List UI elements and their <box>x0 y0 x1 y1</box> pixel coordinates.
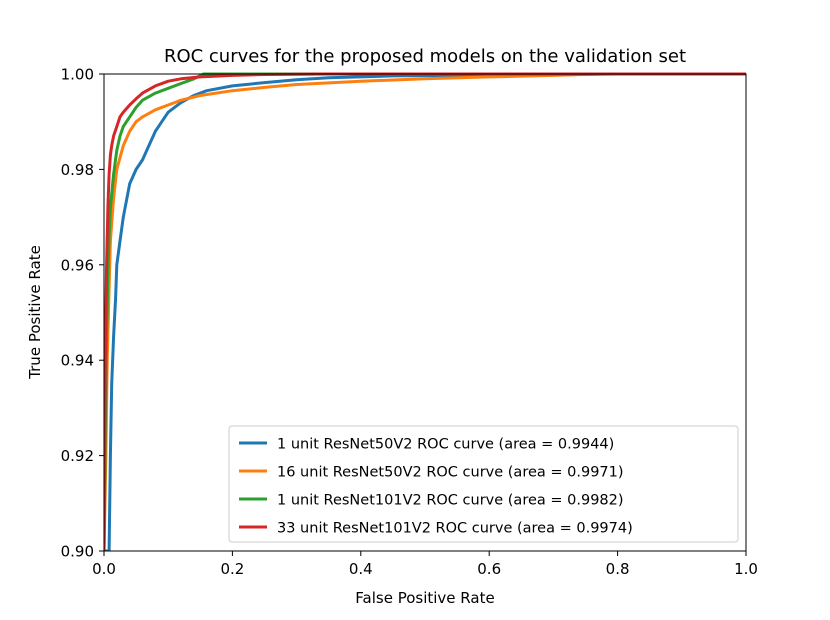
legend-box <box>228 425 739 543</box>
y-axis: 0.90 0.92 0.94 0.96 0.98 1.00 <box>61 66 104 561</box>
plot-lines <box>104 72 746 551</box>
legend-label-3: 1 unit ResNet101V2 ROC curve (area = 0.9… <box>277 493 624 509</box>
x-axis: 0.0 0.2 0.4 0.6 0.8 1.0 <box>92 551 758 578</box>
x-tick-label: 1.0 <box>734 560 758 578</box>
y-axis-label: True Positive Rate <box>26 245 44 380</box>
legend-label-4: 33 unit ResNet101V2 ROC curve (area = 0.… <box>277 521 633 537</box>
x-tick-label: 0.2 <box>220 560 244 578</box>
y-tick-label: 0.94 <box>61 352 94 370</box>
roc-curve-series-1 <box>104 72 746 551</box>
legend-label-2: 16 unit ResNet50V2 ROC curve (area = 0.9… <box>277 465 624 481</box>
legend-label-1: 1 unit ResNet50V2 ROC curve (area = 0.99… <box>277 437 614 453</box>
y-tick-label: 0.92 <box>61 447 94 465</box>
x-tick-label: 0.0 <box>92 560 116 578</box>
chart-title: ROC curves for the proposed models on th… <box>164 46 686 67</box>
x-axis-label: False Positive Rate <box>355 589 494 607</box>
y-tick-label: 1.00 <box>61 66 94 84</box>
x-tick-label: 0.8 <box>606 560 630 578</box>
plot-frame <box>103 73 747 552</box>
x-tick-label: 0.4 <box>349 560 373 578</box>
y-tick-label: 0.90 <box>61 543 94 561</box>
y-tick-label: 0.96 <box>61 256 94 274</box>
legend: 1 unit ResNet50V2 ROC curve (area = 0.99… <box>228 425 739 543</box>
y-tick-label: 0.98 <box>61 161 94 179</box>
roc-curve-series-4 <box>104 72 746 551</box>
x-tick-label: 0.6 <box>477 560 501 578</box>
